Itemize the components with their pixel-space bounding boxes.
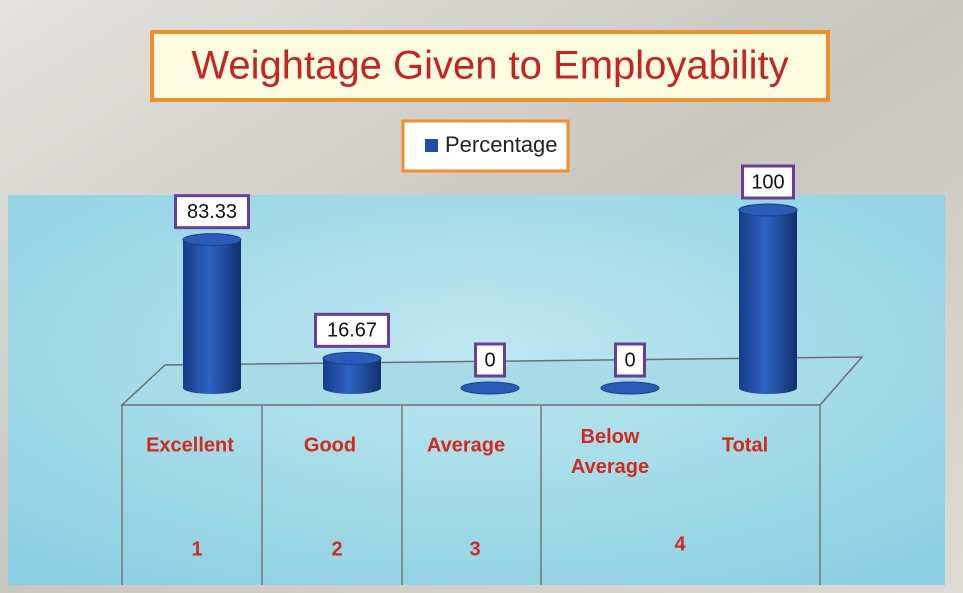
category-number: 3 <box>469 538 480 560</box>
chart-title: Weightage Given to Employability <box>191 44 788 88</box>
value-label-box <box>474 342 506 378</box>
bar-top <box>460 381 520 395</box>
bar <box>739 210 797 394</box>
value-label: 0 <box>624 349 635 371</box>
value-label: 100 <box>751 171 784 193</box>
x-tick-label: Average <box>427 434 505 456</box>
floor <box>120 356 864 406</box>
bar-top <box>182 233 242 247</box>
category-number: 1 <box>191 538 202 560</box>
legend-swatch <box>425 139 438 152</box>
x-tick-label: Good <box>304 434 356 456</box>
category-number: 4 <box>674 533 686 555</box>
value-label-box <box>741 164 795 200</box>
value-label: 83.33 <box>187 201 237 223</box>
value-label: 16.67 <box>327 320 377 342</box>
bar <box>183 239 241 394</box>
value-label-box <box>314 312 390 348</box>
bar <box>323 358 381 394</box>
dividers <box>121 405 821 585</box>
value-label-box <box>614 342 646 378</box>
x-tick-label: Excellent <box>146 434 234 456</box>
x-tick-label: Total <box>722 434 768 456</box>
category-number: 2 <box>331 538 342 560</box>
bar-top <box>738 203 798 217</box>
bar-top <box>600 381 660 395</box>
value-label-box <box>174 194 250 230</box>
value-label: 0 <box>484 349 495 371</box>
legend-label: Percentage <box>445 132 558 157</box>
bar-top <box>322 351 382 365</box>
legend-box <box>401 119 570 173</box>
title-box <box>150 30 830 102</box>
x-tick-label: Below Average <box>571 426 649 478</box>
